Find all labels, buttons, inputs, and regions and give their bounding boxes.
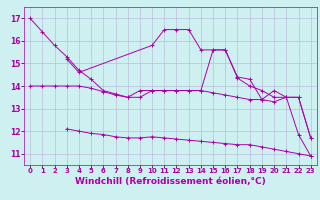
X-axis label: Windchill (Refroidissement éolien,°C): Windchill (Refroidissement éolien,°C) (75, 177, 266, 186)
